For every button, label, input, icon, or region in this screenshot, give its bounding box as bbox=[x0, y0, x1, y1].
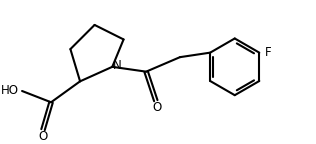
Text: O: O bbox=[38, 130, 48, 143]
Text: F: F bbox=[265, 46, 272, 59]
Text: O: O bbox=[153, 101, 162, 114]
Text: N: N bbox=[113, 59, 122, 72]
Text: HO: HO bbox=[1, 85, 19, 97]
